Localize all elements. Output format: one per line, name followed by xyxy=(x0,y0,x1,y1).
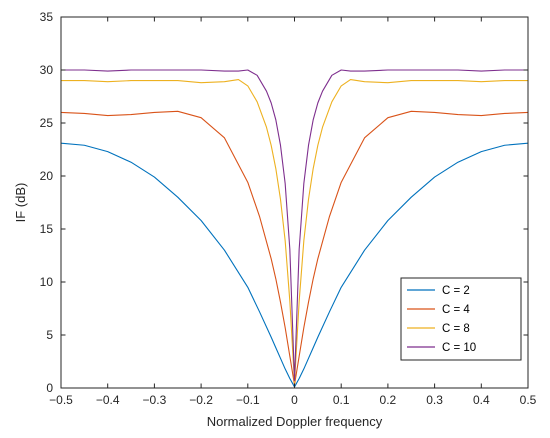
y-tick-label: 10 xyxy=(40,275,54,289)
x-tick-label: 0.5 xyxy=(520,393,537,407)
legend-label: C = 10 xyxy=(442,342,476,354)
legend-label: C = 2 xyxy=(442,285,470,297)
x-tick-label: −0.5 xyxy=(49,393,73,407)
legend-label: C = 4 xyxy=(442,304,470,316)
y-tick-label: 30 xyxy=(40,63,54,77)
x-tick-label: 0.1 xyxy=(333,393,350,407)
ticks-layer: −0.5 −0.4 −0.3 −0.2 −0.1 0 0.1 0.2 0.3 0.4 0.5 0 5 10… xyxy=(40,10,537,407)
y-tick-label: 25 xyxy=(40,116,54,130)
y-tick-label: 5 xyxy=(46,328,53,342)
x-tick-label: −0.3 xyxy=(143,393,167,407)
series-line-3 xyxy=(60,78,529,384)
x-tick-label: 0.2 xyxy=(380,393,397,407)
y-tick-label: 15 xyxy=(40,222,54,236)
y-tick-label: 0 xyxy=(46,381,53,395)
legend-box xyxy=(400,277,522,361)
y-tick-label: 20 xyxy=(40,169,54,183)
x-tick-label: −0.4 xyxy=(96,393,120,407)
x-tick-label: 0 xyxy=(291,393,298,407)
y-tick-label: 35 xyxy=(40,10,54,24)
series-line-4 xyxy=(60,69,529,382)
x-tick-label: 0.4 xyxy=(473,393,490,407)
x-tick-label: −0.2 xyxy=(189,393,213,407)
y-axis-title: IF (dB) xyxy=(13,183,28,223)
legend-label: C = 8 xyxy=(442,323,470,335)
x-tick-label: 0.3 xyxy=(426,393,443,407)
x-tick-label: −0.1 xyxy=(236,393,260,407)
legend: C = 2 C = 4 C = 8 C = 10 xyxy=(400,277,522,361)
x-axis-title: Normalized Doppler frequency xyxy=(207,414,383,429)
